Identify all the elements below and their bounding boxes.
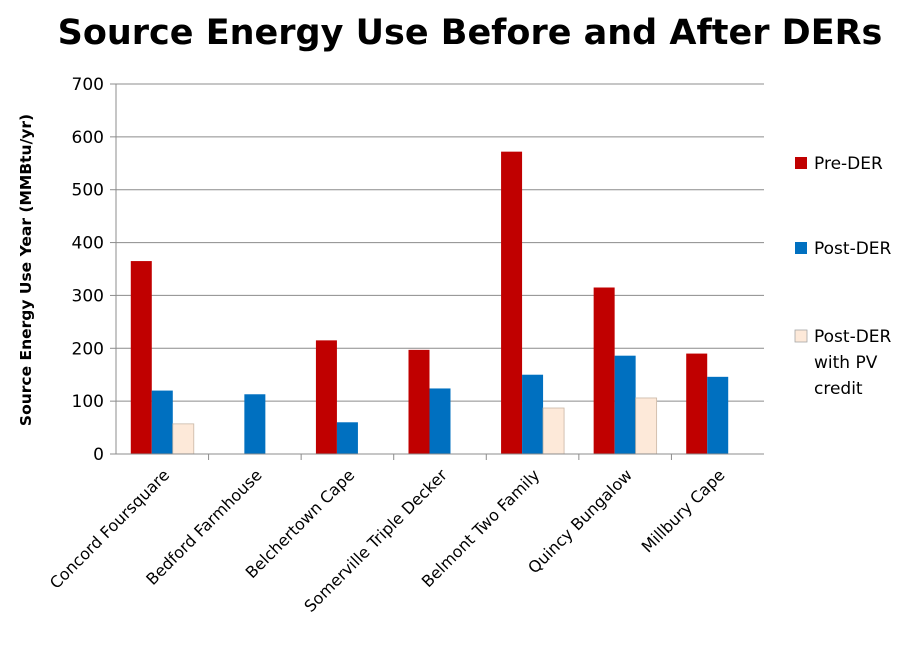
x-tick-label: Quincy Bungalow (524, 465, 636, 577)
legend-label: credit (814, 379, 863, 399)
x-tick-label: Millbury Cape (638, 465, 729, 556)
legend-swatch (795, 242, 807, 254)
y-tick-label: 600 (72, 128, 104, 148)
bar-post-der-with-pv-credit (542, 407, 565, 455)
bar-pre-der (315, 340, 337, 454)
bar-pre-der (593, 287, 615, 454)
bar-post-der (707, 376, 729, 454)
axes (115, 84, 764, 460)
bar-post-der (522, 374, 544, 454)
y-axis-label: Source Energy Use Year (MMBtu/yr) (17, 114, 35, 426)
bar-post-der (336, 422, 358, 454)
bar-post-der-with-pv-credit (172, 423, 195, 455)
legend-swatch (794, 329, 808, 343)
y-axis-ticks: 0 100 200 300 400 500 600 700 (72, 75, 116, 465)
y-tick-label: 400 (72, 234, 104, 254)
legend-label: Post-DER (814, 327, 892, 347)
bar-post-der (151, 390, 173, 454)
bar-post-der-with-pv-credit (635, 397, 658, 455)
bar-pre-der (686, 353, 708, 454)
legend-label: with PV (814, 353, 878, 373)
y-tick-label: 100 (72, 392, 104, 412)
bar-pre-der (130, 261, 152, 454)
legend-swatch (795, 157, 807, 169)
bars (130, 151, 729, 455)
legend: Pre-DER Post-DER Post-DER with PV credit (794, 154, 892, 399)
chart-title: Source Energy Use Before and After DERs (58, 13, 883, 53)
y-tick-label: 0 (93, 445, 104, 465)
y-tick-label: 500 (72, 181, 104, 201)
bar-pre-der (501, 151, 523, 454)
y-tick-label: 200 (72, 339, 104, 359)
bar-post-der (429, 388, 451, 454)
y-tick-label: 300 (72, 286, 104, 306)
legend-label: Post-DER (814, 239, 892, 259)
bar-post-der (614, 355, 636, 454)
gridlines (116, 83, 764, 402)
bar-pre-der (408, 349, 430, 454)
bar-post-der (244, 394, 266, 454)
y-tick-label: 700 (72, 75, 104, 95)
legend-label: Pre-DER (814, 154, 883, 174)
